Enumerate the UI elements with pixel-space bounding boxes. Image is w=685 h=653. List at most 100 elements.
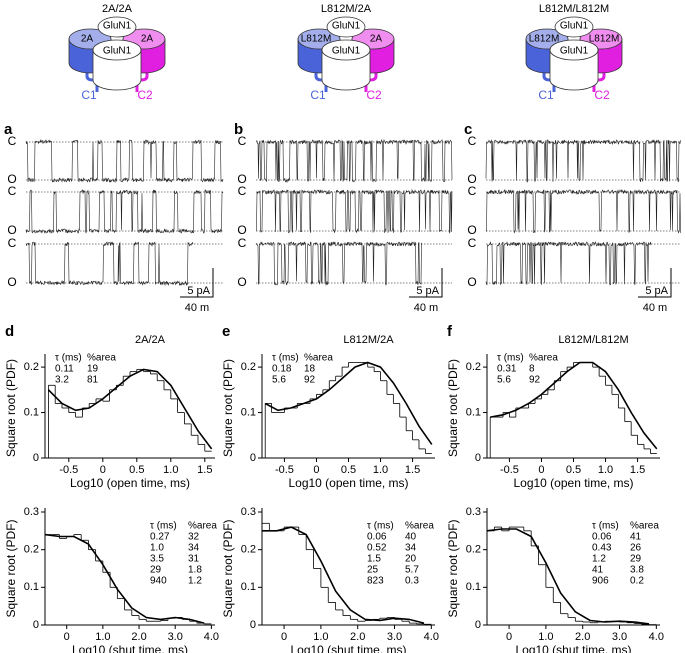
y-tick-label: 0.1 — [466, 406, 481, 418]
x-tick-label: -0.5 — [59, 464, 78, 476]
table-cell: 1.2 — [188, 576, 202, 587]
y-tick-label: 0 — [250, 452, 256, 464]
level-label: C — [8, 184, 17, 198]
table-header: %area — [188, 521, 217, 532]
label: 2A — [81, 34, 94, 45]
fit-curve — [44, 533, 205, 624]
current-trace — [25, 139, 224, 184]
table-header: %area — [304, 353, 333, 364]
table-cell: 0.52 — [367, 543, 387, 554]
table-header: %area — [87, 353, 116, 364]
label: GluN1 — [560, 46, 589, 57]
table-cell: 0.11 — [55, 364, 74, 375]
y-tick-label: 0.2 — [466, 544, 481, 556]
x-tick-label: 1.5 — [197, 464, 212, 476]
table-header: %area — [405, 521, 434, 532]
y-tick-label: 0.3 — [24, 506, 39, 518]
front-subunit — [92, 49, 142, 91]
scale-bar — [638, 268, 672, 298]
label: GluN1 — [332, 46, 361, 57]
x-tick-label: 1.0 — [598, 464, 613, 476]
label: 2A — [141, 34, 154, 45]
label: C2 — [366, 88, 382, 102]
x-tick-label: 0.5 — [129, 464, 144, 476]
level-label: C — [468, 236, 477, 250]
table-header: τ (ms) — [367, 521, 394, 532]
level-label: O — [7, 275, 16, 289]
y-tick-label: 0.2 — [466, 361, 481, 373]
label: GluN1 — [103, 46, 132, 57]
table-cell: 31 — [188, 554, 200, 565]
table-cell: 906 — [592, 576, 609, 587]
y-tick-label: 0.3 — [466, 506, 481, 518]
table-cell: 1.0 — [150, 543, 164, 554]
x-tick-label: 0.5 — [341, 464, 356, 476]
chart-title: 2A/2A — [135, 334, 166, 346]
level-label: O — [467, 275, 476, 289]
current-trace — [485, 138, 682, 183]
diagram-title: L812M/2A — [321, 3, 372, 15]
x-axis-label: Log10 (shut time, ms) — [72, 643, 188, 653]
x-axis-label: Log10 (open time, ms) — [513, 476, 633, 490]
scale-label: 5 pA — [416, 285, 439, 297]
table-cell: 29 — [630, 554, 642, 565]
x-tick-label: 0.5 — [566, 464, 581, 476]
level-label: O — [7, 223, 16, 237]
y-axis-label: Square root (PDF) — [221, 519, 235, 617]
label: L812M — [589, 34, 620, 45]
x-tick-label: -0.5 — [275, 464, 294, 476]
table-header: τ (ms) — [55, 353, 82, 364]
scale-label: 5 pA — [187, 285, 210, 297]
label: GluN1 — [332, 21, 361, 32]
y-tick-label: 0.3 — [241, 506, 256, 518]
y-tick-label: 0.2 — [24, 544, 39, 556]
table-cell: 5.7 — [405, 565, 419, 576]
x-tick-label: -0.5 — [500, 464, 519, 476]
table-cell: 92 — [529, 375, 541, 386]
y-tick-label: 0.1 — [241, 581, 256, 593]
table-header: τ (ms) — [272, 353, 299, 364]
x-tick-label: 0 — [506, 631, 512, 643]
table-cell: 29 — [150, 565, 162, 576]
y-tick-label: 0 — [33, 452, 39, 464]
back-subunit — [97, 16, 137, 38]
front-subunit-top — [321, 39, 371, 61]
x-tick-label: 1.0 — [373, 464, 388, 476]
y-tick-label: 0.2 — [241, 544, 256, 556]
y-axis-label: Square root (PDF) — [446, 519, 460, 617]
table-cell: 0.43 — [592, 543, 612, 554]
label: GluN1 — [103, 21, 132, 32]
current-trace — [255, 139, 453, 184]
label: L812M — [529, 34, 560, 45]
y-tick-label: 0.1 — [466, 581, 481, 593]
y-axis-label: Square root (PDF) — [4, 359, 18, 457]
scale-bar — [409, 268, 443, 298]
label: C1 — [81, 88, 97, 102]
level-label: C — [238, 134, 247, 148]
level-label: C — [8, 236, 17, 250]
x-axis-label: Log10 (open time, ms) — [288, 476, 408, 490]
x-tick-label: 2.0 — [575, 631, 590, 643]
table-cell: 3.8 — [630, 565, 644, 576]
panel-letter: c — [464, 121, 472, 138]
panel-letter: b — [234, 121, 243, 138]
current-trace — [255, 241, 423, 287]
table-cell: 32 — [188, 532, 200, 543]
table-cell: 41 — [592, 565, 604, 576]
scale-bar — [180, 268, 214, 298]
x-tick-label: 4.0 — [424, 631, 439, 643]
current-trace — [25, 189, 224, 234]
x-tick-label: 0 — [64, 631, 70, 643]
table-cell: 0.06 — [367, 532, 387, 543]
table-cell: 0.27 — [150, 532, 170, 543]
y-axis-label: Square root (PDF) — [221, 359, 235, 457]
level-label: C — [8, 134, 17, 148]
table-cell: 1.2 — [592, 554, 606, 565]
scale-label: 40 m — [185, 302, 209, 314]
y-tick-label: 0 — [475, 619, 481, 631]
table-cell: 3.2 — [55, 375, 69, 386]
label: C2 — [137, 88, 153, 102]
fit-curve — [262, 526, 425, 624]
x-tick-label: 2.0 — [350, 631, 365, 643]
